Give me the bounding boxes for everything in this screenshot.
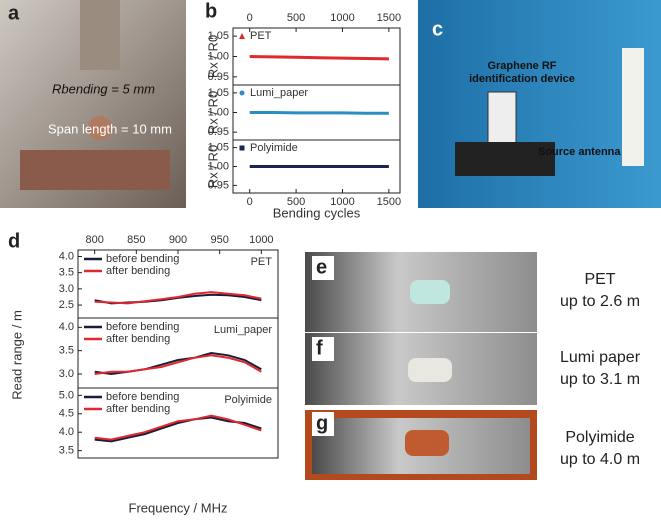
photo-label: identification device (469, 73, 575, 85)
x-tick-label: 0 (247, 12, 253, 24)
x-tick-label: 1500 (377, 12, 401, 24)
legend-marker (239, 90, 245, 96)
photo-label: Graphene RF (487, 60, 556, 72)
data-line (94, 414, 262, 441)
y-tick-label: 1.05 (208, 30, 229, 42)
data-line (94, 354, 262, 375)
legend-label: after bending (106, 265, 170, 277)
y-tick-label: 4.5 (59, 408, 74, 420)
side-text: PET (584, 271, 615, 288)
letter-box (312, 337, 334, 361)
x-tick-label: 900 (169, 234, 187, 246)
x-tick-label: 1000 (330, 196, 354, 208)
x-axis-label: Frequency / MHz (129, 500, 228, 515)
y-tick-label: 2.5 (59, 299, 74, 311)
photo-part (622, 48, 644, 166)
panel-letter: a (8, 2, 20, 24)
y-tick-label: 3.5 (59, 345, 74, 357)
x-tick-label: 800 (85, 234, 103, 246)
data-line (94, 291, 262, 305)
legend-label: before bending (106, 321, 179, 333)
x-tick-label: 0 (247, 196, 253, 208)
panel-letter: f (316, 337, 323, 359)
letter-box (312, 256, 334, 280)
side-text: Polyimide (565, 429, 634, 446)
photo-f: f (305, 333, 537, 405)
y-tick-label: 4.0 (59, 321, 74, 333)
y-tick-label: 1.00 (208, 50, 229, 62)
legend-label: before bending (106, 391, 179, 403)
y-tick-label: 1.00 (208, 106, 229, 118)
x-tick-label: 950 (210, 234, 228, 246)
side-text: Lumi paper (560, 349, 641, 366)
photo-g: g (305, 410, 537, 480)
photo-part (410, 280, 450, 304)
y-tick-label: 1.00 (208, 160, 229, 172)
photo-label: Rbending = 5 mm (52, 81, 155, 96)
y-axis-label: Rx / R0 (205, 145, 220, 188)
y-tick-label: 4.0 (59, 426, 74, 438)
photo-label: Span length = 10 mm (48, 121, 172, 136)
side-text: up to 3.1 m (560, 371, 640, 388)
photo-part (88, 116, 112, 140)
photo-part (20, 150, 170, 190)
legend-label: after bending (106, 333, 170, 345)
y-tick-label: 5.0 (59, 389, 74, 401)
y-tick-label: 1.05 (208, 87, 229, 99)
letter-box (312, 412, 334, 436)
x-tick-label: 1000 (330, 12, 354, 24)
data-line (249, 55, 389, 61)
photo-part (80, 0, 120, 70)
y-tick-label: 3.5 (59, 445, 74, 457)
panel-letter: c (432, 18, 443, 40)
side-text: up to 4.0 m (560, 451, 640, 468)
x-tick-label: 500 (287, 12, 305, 24)
y-tick-label: 0.95 (208, 179, 229, 191)
legend-label: Lumi_paper (250, 87, 308, 99)
x-tick-label: 1000 (249, 234, 273, 246)
y-tick-label: 3.5 (59, 267, 74, 279)
y-tick-label: 1.05 (208, 141, 229, 153)
side-text: up to 2.6 m (560, 293, 640, 310)
panel-letter: b (205, 0, 217, 22)
y-tick-label: 0.95 (208, 126, 229, 138)
y-axis-label: Rx / R0 (205, 35, 220, 78)
y-axis-label: Rx / R0 (205, 91, 220, 134)
data-line (249, 111, 389, 115)
legend-label: PET (250, 30, 272, 42)
photo-part (405, 430, 449, 456)
subplot-title: PET (251, 256, 273, 268)
panel-letter: g (316, 412, 328, 434)
legend-label: before bending (106, 253, 179, 265)
panel-letter: d (8, 230, 20, 252)
subplot-title: Lumi_paper (214, 324, 272, 336)
y-tick-label: 0.95 (208, 71, 229, 83)
plot-frame (77, 387, 279, 459)
subplot-title: Polyimide (224, 394, 272, 406)
photo-e: e (305, 252, 537, 332)
x-axis-label: Bending cycles (273, 205, 361, 220)
panel-letter: e (316, 256, 327, 278)
legend-label: Polyimide (250, 142, 298, 154)
photo-part (408, 358, 452, 382)
y-tick-label: 4.0 (59, 250, 74, 262)
legend-marker (239, 145, 245, 151)
x-tick-label: 500 (287, 196, 305, 208)
y-tick-label: 3.0 (59, 283, 74, 295)
photo-label: Source antenna (538, 146, 621, 158)
y-tick-label: 3.0 (59, 368, 74, 380)
y-axis-label: Read range / m (9, 310, 24, 400)
x-tick-label: 850 (127, 234, 145, 246)
x-tick-label: 1500 (377, 196, 401, 208)
legend-marker (239, 33, 245, 39)
photo-part (455, 142, 555, 176)
legend-label: after bending (106, 403, 170, 415)
